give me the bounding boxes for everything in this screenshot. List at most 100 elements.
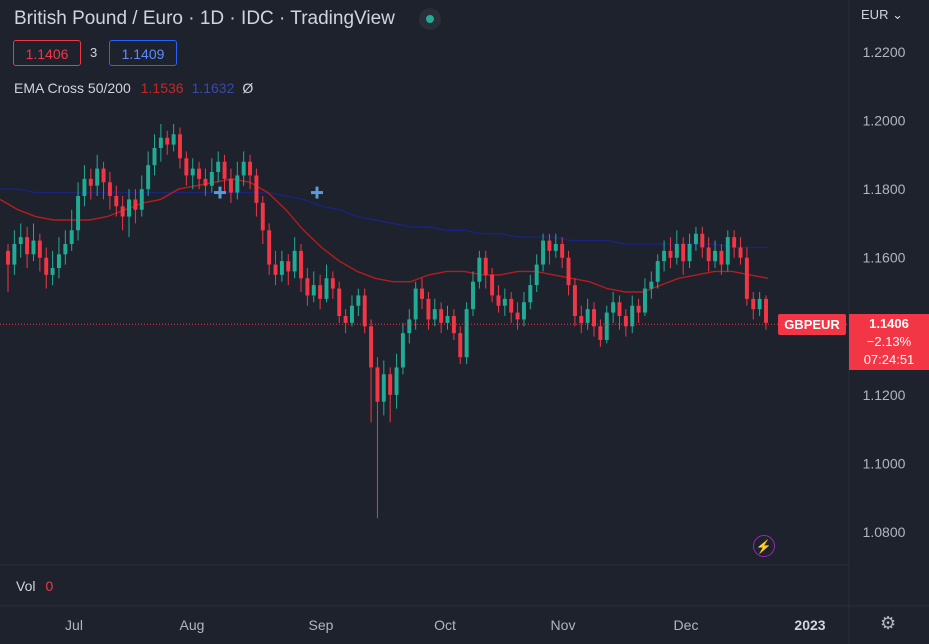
candle-body (299, 250, 303, 279)
time-tick-label: Nov (551, 617, 576, 633)
time-tick-label: Dec (674, 617, 699, 633)
candle-body (534, 264, 539, 286)
candle-body (547, 240, 552, 251)
candle-body (343, 316, 348, 323)
candle-body (764, 298, 768, 323)
price-tick-label: 1.1200 (863, 387, 906, 403)
time-tick-label: Oct (434, 617, 456, 633)
candle-body (318, 285, 323, 299)
ema-cross-markers (214, 186, 323, 199)
candle-body (362, 295, 367, 327)
candle-body (381, 374, 386, 402)
candle-body (668, 250, 673, 258)
price-label-box: GBPEUR (778, 314, 846, 335)
price-tick-label: 1.1600 (863, 250, 906, 266)
candle-body (152, 148, 157, 166)
candle-body (18, 237, 23, 244)
candle-body (375, 367, 380, 402)
candle-body (209, 172, 214, 186)
chevron-down-icon: ⌄ (892, 7, 903, 22)
candle-body (292, 250, 297, 272)
candle-body (560, 244, 565, 258)
candle-body (681, 244, 686, 262)
symbol-title[interactable]: British Pound / Euro · 1D · IDC · Tradin… (14, 8, 395, 29)
price-tick-label: 1.1800 (863, 181, 906, 197)
candle-body (267, 230, 272, 265)
candle-body (553, 244, 558, 251)
candle-body (757, 298, 762, 310)
buy-button[interactable]: 1.1409 (109, 40, 177, 66)
candle-body (388, 374, 393, 395)
ema200-value: 1.1632 (191, 80, 235, 96)
volume-value: 0 (45, 578, 54, 594)
candle-body (330, 278, 335, 289)
price-tick-label: 1.1000 (863, 455, 906, 471)
price-change: −2.13% (866, 334, 912, 349)
candle-body (502, 298, 507, 306)
gear-icon[interactable]: ⚙ (880, 613, 897, 633)
candle-body (133, 199, 138, 210)
candle-body (37, 240, 42, 258)
candle-body (483, 257, 488, 275)
volume-label: Vol (16, 578, 36, 594)
volume-legend[interactable]: Vol 0 (8, 572, 62, 600)
candle-body (521, 302, 526, 320)
candle-body (63, 244, 68, 255)
candle-body (178, 134, 182, 159)
candle-body (432, 309, 437, 320)
candle-body (222, 161, 227, 179)
last-price-value: 1.1406 (869, 316, 909, 331)
candle-body (69, 230, 74, 244)
candle-body (197, 168, 202, 179)
candle-body (248, 161, 253, 176)
last-price-label: 1.1406 −2.13% 07:24:51 (849, 314, 929, 370)
lightning-icon[interactable]: ⚡ (753, 535, 775, 557)
candle-body (426, 298, 431, 320)
candle-body (496, 295, 501, 306)
ema200-line (0, 188, 768, 249)
candle-body (445, 316, 450, 323)
candle-body (732, 237, 737, 248)
candle-body (598, 326, 603, 340)
sell-button[interactable]: 1.1406 (13, 40, 81, 66)
candle-body (171, 134, 176, 145)
candle-body (190, 168, 195, 176)
candles[interactable] (6, 124, 768, 519)
candle-body (751, 298, 756, 310)
candle-body (738, 247, 743, 258)
candle-body (216, 161, 221, 172)
candle-body (630, 305, 635, 327)
candle-body (254, 175, 259, 203)
candle-body (25, 237, 30, 255)
candle-body (566, 257, 571, 286)
ema50-value: 1.1536 (140, 80, 184, 96)
time-tick-label: Jul (65, 617, 83, 633)
price-tick-label: 1.2000 (863, 113, 906, 129)
currency-selector[interactable]: EUR ⌄ (861, 7, 903, 23)
indicator-legend[interactable]: EMA Cross 50/200 1.1536 1.1632 Ø (14, 80, 253, 96)
candle-body (349, 305, 354, 323)
bar-countdown: 07:24:51 (863, 352, 915, 367)
candle-body (203, 178, 208, 186)
price-axis[interactable]: 1.2200 1.2000 1.1800 1.1600 1.1200 1.1000 1.08… (863, 44, 906, 540)
indicator-name[interactable]: EMA Cross 50/200 (14, 80, 131, 96)
candle-body (617, 302, 622, 316)
candle-body (50, 268, 55, 275)
candle-body (286, 261, 291, 272)
candle-body (744, 257, 749, 299)
candle-body (611, 302, 616, 313)
spread-value: 3 (90, 45, 98, 60)
candle-body (12, 244, 17, 265)
candle-body (165, 137, 170, 145)
candle-body (655, 261, 660, 282)
candle-body (56, 254, 61, 268)
candle-body (464, 309, 469, 358)
candle-body (337, 288, 342, 316)
candle-body (82, 178, 87, 196)
time-axis[interactable]: Jul Aug Sep Oct Nov Dec 2023 (65, 617, 826, 633)
candle-body (235, 175, 240, 193)
candle-body (228, 178, 233, 193)
candle-body (579, 316, 584, 323)
candle-body (356, 295, 361, 306)
